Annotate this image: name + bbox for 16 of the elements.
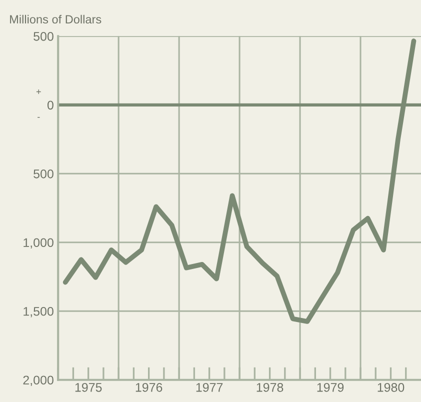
- x-tick-label: 1979: [317, 383, 344, 392]
- y-tick-label: 500: [34, 32, 54, 41]
- y-tick-label: 2,000: [23, 376, 54, 386]
- x-tick-label: 1976: [136, 383, 162, 392]
- y-tick-label: 1,000: [24, 238, 54, 249]
- line-series: [62, 38, 416, 324]
- y-tick-label: 0: [47, 100, 54, 110]
- x-tick-label: 1980: [378, 383, 404, 392]
- y-tick-label: 1,500: [24, 306, 54, 318]
- x-tick-label: 1978: [256, 383, 284, 392]
- y-axis-title: Millions of Dollars: [10, 14, 102, 24]
- y-tick-label: 500: [34, 169, 54, 178]
- text: +: [36, 90, 41, 94]
- text: -: [38, 117, 40, 118]
- x-tick-label: 1977: [196, 383, 223, 392]
- x-tick-label: 1975: [75, 383, 102, 392]
